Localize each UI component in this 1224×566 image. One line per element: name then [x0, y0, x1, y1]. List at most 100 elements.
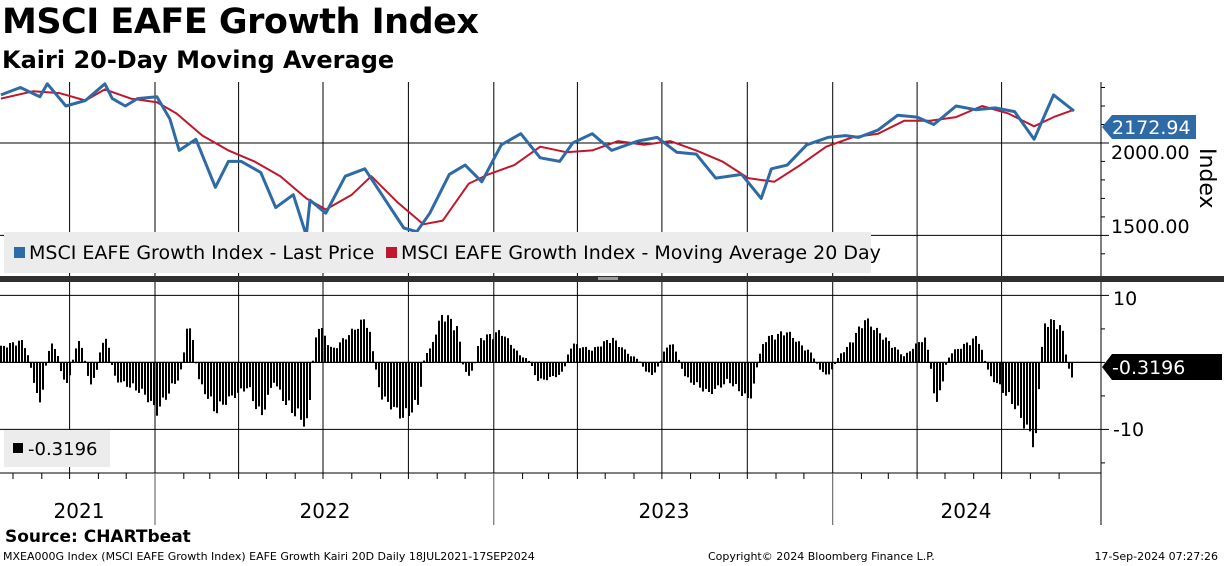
kairi-bar: [564, 362, 566, 367]
kairi-bar: [153, 362, 155, 406]
kairi-bar: [732, 362, 734, 387]
kairi-bar: [495, 332, 497, 363]
kairi-bar: [504, 336, 506, 363]
kairi-bar: [429, 348, 431, 363]
kairi-bars: [0, 315, 1073, 448]
kairi-bar: [150, 362, 152, 401]
kairi-bar: [555, 362, 557, 378]
kairi-bar: [354, 329, 356, 363]
kairi-bar: [609, 343, 611, 363]
kairi-bar: [804, 350, 806, 363]
kairi-bar: [729, 362, 731, 384]
chart-subtitle: Kairi 20-Day Moving Average: [2, 46, 395, 74]
kairi-bar: [597, 346, 599, 363]
kairi-bar: [576, 344, 578, 363]
chart-title: MSCI EAFE Growth Index: [2, 2, 479, 42]
kairi-bar: [267, 362, 269, 395]
kairi-bar: [84, 360, 86, 363]
kairi-bar: [360, 319, 362, 363]
kairi-bar: [114, 362, 116, 376]
kairi-bar: [144, 362, 146, 395]
kairi-bar: [237, 362, 239, 393]
kairi-bar: [825, 362, 827, 375]
panel-frame: [0, 82, 1224, 525]
kairi-bar: [111, 362, 113, 365]
kairi-bar: [1011, 362, 1013, 404]
legend-swatch-kairi: [13, 443, 23, 453]
kairi-bar: [663, 351, 665, 363]
kairi-bar: [798, 341, 800, 363]
x-year-2022: 2022: [300, 499, 351, 523]
kairi-bar: [552, 362, 554, 376]
kairi-bar: [822, 362, 824, 373]
kairi-bar: [6, 347, 8, 363]
kairi-bar: [159, 362, 161, 407]
kairi-bar: [423, 360, 425, 363]
kairi-bar: [405, 362, 407, 409]
kairi-bar: [558, 362, 560, 375]
kairi-bar: [999, 362, 1001, 385]
kairi-bar: [474, 362, 476, 364]
y-tick-10: 10: [1113, 288, 1137, 310]
kairi-bar: [117, 362, 119, 383]
kairi-bar: [69, 362, 71, 376]
kairi-bar: [1044, 323, 1046, 363]
kairi-bar: [783, 335, 785, 363]
kairi-bar: [315, 337, 317, 363]
kairi-bar: [228, 362, 230, 397]
kairi-bar: [906, 352, 908, 363]
kairi-bar: [372, 351, 374, 363]
kairi-bar: [234, 362, 236, 398]
kairi-bar: [129, 362, 131, 388]
kairi-bar: [348, 335, 350, 363]
legend-label-price: MSCI EAFE Growth Index - Last Price: [29, 242, 374, 264]
kairi-bar: [954, 349, 956, 363]
kairi-bar: [579, 348, 581, 363]
kairi-bar: [879, 333, 881, 363]
kairi-bar: [45, 362, 47, 366]
kairi-bar: [270, 362, 272, 388]
kairi-bar: [1053, 320, 1055, 363]
kairi-bar: [1056, 329, 1058, 363]
kairi-bar: [747, 362, 749, 399]
kairi-bar: [393, 362, 395, 407]
kairi-bar: [837, 358, 839, 363]
kairi-bar: [426, 353, 428, 363]
kairi-bar: [843, 352, 845, 363]
kairi-bar: [54, 349, 56, 363]
kairi-bar: [648, 362, 650, 373]
kairi-bar: [15, 345, 17, 363]
kairi-bar: [1035, 362, 1037, 434]
kairi-bar: [996, 362, 998, 384]
kairi-bar: [669, 344, 671, 363]
kairi-bar: [696, 362, 698, 383]
kairi-bar: [525, 358, 527, 363]
kairi-bar: [789, 331, 791, 363]
kairi-bar: [174, 362, 176, 384]
last-price-callout: [1102, 115, 1196, 139]
kairi-bar: [993, 362, 995, 383]
kairi-bar: [249, 362, 251, 388]
kairi-bar: [411, 362, 413, 413]
kairi-bar: [264, 362, 266, 410]
kairi-bar: [3, 345, 5, 363]
kairi-bar: [849, 342, 851, 363]
kairi-bar: [99, 352, 101, 363]
kairi-bar: [36, 362, 38, 393]
kairi-bar: [528, 360, 530, 363]
kairi-bar: [138, 362, 140, 393]
kairi-bar: [516, 350, 518, 363]
kairi-bar: [933, 362, 935, 394]
kairi-bar: [318, 328, 320, 363]
kairi-bar: [567, 354, 569, 363]
legend-label-ma: MSCI EAFE Growth Index - Moving Average …: [401, 242, 881, 264]
kairi-bar: [1026, 362, 1028, 425]
kairi-bar: [366, 327, 368, 363]
kairi-bar: [486, 334, 488, 363]
kairi-bar: [774, 339, 776, 363]
kairi-bar: [807, 349, 809, 363]
kairi-bar: [831, 362, 833, 370]
last-kairi-value: -0.3196: [1112, 357, 1185, 379]
kairi-bar: [1020, 362, 1022, 418]
price-line: [0, 82, 1075, 237]
